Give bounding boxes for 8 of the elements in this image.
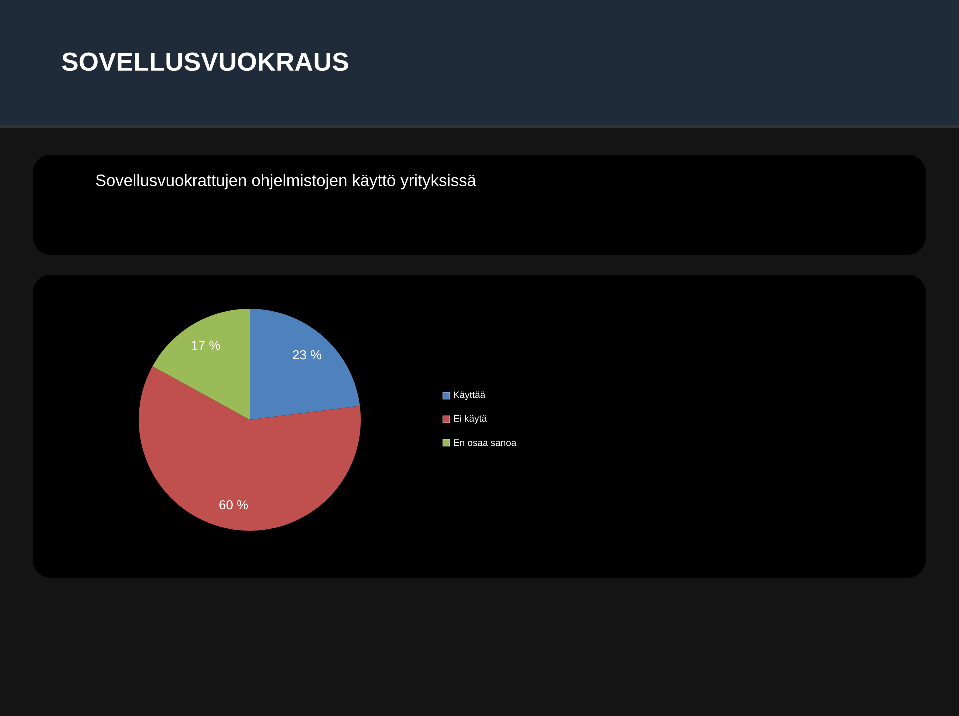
chart-subtitle: Sovellusvuokrattujen ohjelmistojen käyttö yrityksissä xyxy=(96,174,476,190)
data-label: 23 % xyxy=(293,350,322,360)
data-label: 17 % xyxy=(192,340,220,350)
data-label: 60 % xyxy=(220,500,248,510)
legend-label: Käyttää xyxy=(454,392,486,400)
legend-label: Ei käytä xyxy=(454,415,488,424)
chart-title: SOVELLUSVUOKRAUS xyxy=(62,52,348,72)
legend-label: En osaa sanoa xyxy=(454,440,517,446)
